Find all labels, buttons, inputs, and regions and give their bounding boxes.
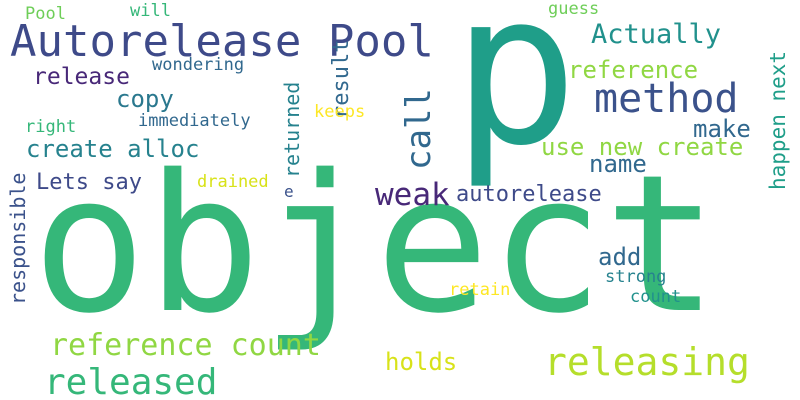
word-releasing: releasing — [544, 340, 750, 384]
word-released: released — [44, 362, 218, 400]
word-p: p — [452, 0, 579, 192]
word-release: release — [33, 64, 130, 90]
word-responsible: responsible — [6, 172, 30, 305]
word-will: will — [130, 1, 171, 21]
word-create-alloc: create alloc — [26, 135, 200, 163]
word-make: make — [693, 115, 751, 143]
word-e: e — [284, 182, 294, 201]
word-wondering: wondering — [152, 55, 245, 75]
word-pool: Pool — [25, 4, 66, 24]
word-drained: drained — [197, 172, 269, 192]
word-autorelease-pool: Autorelease Pool — [10, 16, 434, 67]
word-add: add — [598, 243, 642, 271]
word-count: count — [630, 287, 682, 307]
word-autorelease: autorelease — [456, 182, 602, 207]
word-keeps: keeps — [314, 102, 366, 122]
word-copy: copy — [116, 85, 174, 113]
word-name: name — [589, 150, 647, 178]
word-use-new-create: use new create — [541, 133, 744, 161]
word-object: object — [32, 134, 719, 355]
word-reference: reference — [568, 56, 699, 84]
word-guess: guess — [548, 0, 600, 19]
word-actually: Actually — [591, 19, 722, 50]
word-call: call — [399, 88, 439, 170]
word-right: right — [25, 117, 77, 137]
word-holds: holds — [385, 348, 458, 376]
word-happen-next: happen next — [766, 50, 790, 190]
word-lets-say: Lets say — [36, 170, 142, 195]
word-retain: retain — [449, 280, 511, 300]
word-method: method — [594, 76, 739, 122]
word-immediately: immediately — [138, 111, 251, 131]
word-strong: strong — [605, 267, 667, 287]
word-reference-count: reference count — [50, 328, 321, 363]
word-weak: weak — [375, 177, 450, 213]
word-returned: returned — [280, 81, 304, 178]
